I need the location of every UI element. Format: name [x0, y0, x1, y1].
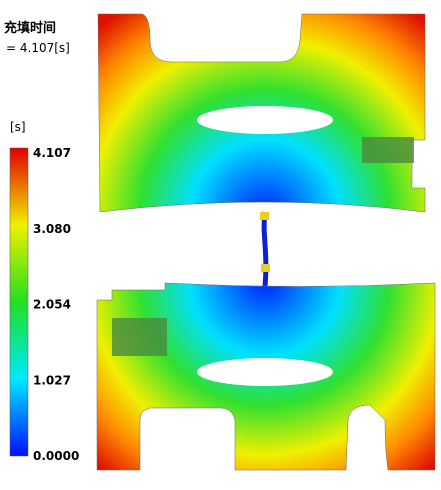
- legend-tick-label: 4.107: [33, 146, 71, 160]
- legend-tick-label: 3.080: [33, 222, 71, 236]
- fill-time: = 4.107[s]: [6, 41, 70, 55]
- color-bar: [9, 147, 29, 457]
- gate: [261, 264, 270, 272]
- runner: [261, 211, 269, 288]
- top-hole: [197, 106, 333, 134]
- title: 充填时间: [4, 20, 56, 36]
- top-insert: [362, 137, 414, 163]
- legend-tick-label: 2.054: [33, 298, 71, 312]
- legend-ticks: 4.107 3.080 2.054 1.027 0.0000: [33, 146, 79, 463]
- bottom-hole: [197, 358, 333, 386]
- bottom-insert: [112, 318, 167, 356]
- legend-tick-label: 1.027: [33, 373, 71, 387]
- gate: [260, 212, 269, 220]
- legend-tick-label: 0.0000: [33, 449, 79, 463]
- unit: [s]: [10, 120, 26, 134]
